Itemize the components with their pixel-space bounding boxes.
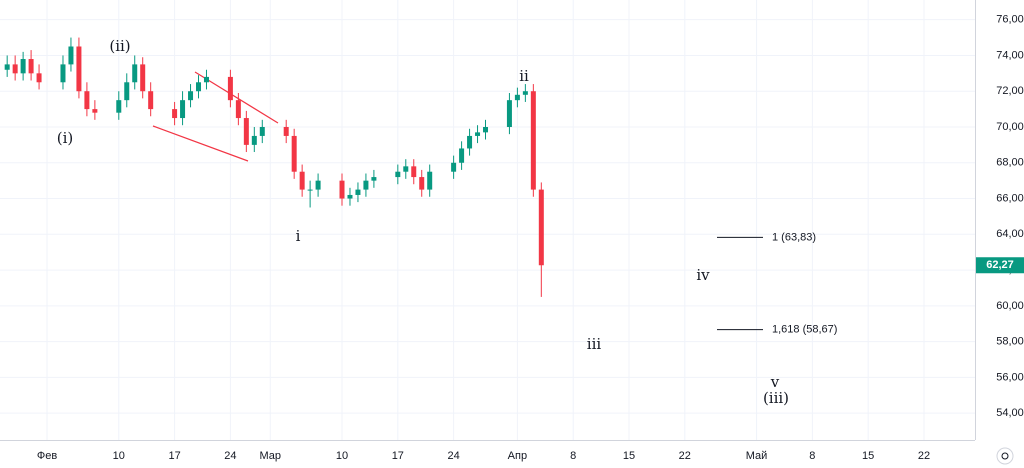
wave-label: iv bbox=[696, 266, 710, 284]
candle-body bbox=[148, 91, 154, 110]
candle-body bbox=[235, 100, 241, 119]
y-tick-label: 74,00 bbox=[996, 49, 1024, 61]
candle-body bbox=[203, 76, 209, 83]
wave-label: ii bbox=[519, 67, 529, 85]
y-tick-label: 70,00 bbox=[996, 121, 1024, 133]
candle-body bbox=[307, 189, 313, 191]
candle-body bbox=[522, 91, 528, 95]
candle-body bbox=[84, 91, 90, 110]
candle-body bbox=[259, 126, 265, 136]
x-tick-label: 15 bbox=[623, 450, 635, 462]
candle-body bbox=[538, 189, 544, 266]
candle-body bbox=[180, 100, 186, 119]
candle-body bbox=[291, 135, 297, 172]
settings-button[interactable] bbox=[996, 447, 1014, 465]
candle-body bbox=[467, 135, 473, 149]
candle-body bbox=[20, 59, 26, 74]
candle-body bbox=[427, 171, 433, 190]
y-tick-label: 54,00 bbox=[996, 407, 1024, 419]
x-tick-label: 24 bbox=[224, 450, 236, 462]
candle-body bbox=[506, 100, 512, 127]
candle-body bbox=[76, 46, 82, 92]
wave-label: (ii) bbox=[109, 37, 130, 55]
candle-body bbox=[411, 166, 417, 178]
candle-body bbox=[124, 82, 130, 101]
y-tick-label: 72,00 bbox=[996, 85, 1024, 97]
candle-body bbox=[459, 148, 465, 163]
candle-body bbox=[371, 177, 377, 181]
y-tick-label: 60,00 bbox=[996, 300, 1024, 312]
wave-label: v bbox=[770, 373, 780, 391]
candle-body bbox=[243, 118, 249, 145]
candle-body bbox=[28, 59, 34, 74]
x-tick-label: 22 bbox=[679, 450, 691, 462]
x-tick-label: 8 bbox=[809, 450, 815, 462]
candle-body bbox=[132, 64, 138, 83]
candle-body bbox=[140, 64, 146, 92]
candle-body bbox=[299, 171, 305, 190]
x-tick-label: Май bbox=[746, 450, 768, 462]
fib-label: 1,618 (58,67) bbox=[772, 324, 837, 336]
candle-body bbox=[363, 180, 369, 190]
candle-body bbox=[36, 73, 42, 83]
x-tick-label: Апр bbox=[508, 450, 527, 462]
candle-body bbox=[347, 194, 353, 199]
trend-line bbox=[152, 125, 249, 162]
candle-body bbox=[419, 177, 425, 190]
fib-label: 1 (63,83) bbox=[772, 231, 816, 243]
candle-body bbox=[514, 94, 520, 101]
last-price-tag bbox=[976, 257, 1024, 274]
candle-body bbox=[60, 64, 66, 83]
candle-body bbox=[227, 76, 233, 101]
candle-body bbox=[395, 171, 401, 178]
candle-body bbox=[339, 180, 345, 199]
candle-body bbox=[4, 64, 10, 70]
candle-body bbox=[315, 180, 321, 190]
y-tick-label: 76,00 bbox=[996, 14, 1024, 26]
y-tick-label: 68,00 bbox=[996, 157, 1024, 169]
candle-body bbox=[68, 46, 74, 65]
candle-body bbox=[251, 135, 257, 145]
x-tick-label: 8 bbox=[570, 450, 576, 462]
candle-body bbox=[355, 189, 361, 195]
candle-body bbox=[12, 64, 18, 74]
wave-label: (iii) bbox=[763, 389, 789, 407]
candle-body bbox=[188, 91, 194, 101]
y-tick-label: 66,00 bbox=[996, 192, 1024, 204]
x-tick-label: 24 bbox=[447, 450, 459, 462]
wave-label: i bbox=[296, 227, 301, 245]
candle-body bbox=[530, 91, 536, 190]
wave-label: iii bbox=[587, 335, 602, 353]
candle-body bbox=[92, 109, 98, 113]
candle-body bbox=[451, 162, 457, 172]
x-tick-label: 15 bbox=[862, 450, 874, 462]
candle-body bbox=[475, 132, 481, 136]
y-tick-label: 58,00 bbox=[996, 336, 1024, 348]
x-tick-label: 17 bbox=[168, 450, 180, 462]
y-tick-label: 64,00 bbox=[996, 228, 1024, 240]
candle-body bbox=[403, 166, 409, 172]
candle-body bbox=[116, 100, 122, 113]
grid bbox=[0, 0, 975, 440]
candle-body bbox=[483, 126, 489, 133]
x-tick-label: Мар bbox=[259, 450, 281, 462]
wave-label: (i) bbox=[57, 129, 74, 147]
x-tick-label: Фев bbox=[37, 450, 57, 462]
x-tick-label: 10 bbox=[113, 450, 125, 462]
y-tick-label: 56,00 bbox=[996, 371, 1024, 383]
x-tick-label: 17 bbox=[392, 450, 404, 462]
last-price-label: 62,27 bbox=[986, 259, 1014, 271]
x-tick-label: 22 bbox=[918, 450, 930, 462]
candle-body bbox=[172, 109, 178, 119]
x-tick-label: 10 bbox=[336, 450, 348, 462]
candle-body bbox=[196, 82, 202, 92]
candle-body bbox=[283, 126, 289, 136]
